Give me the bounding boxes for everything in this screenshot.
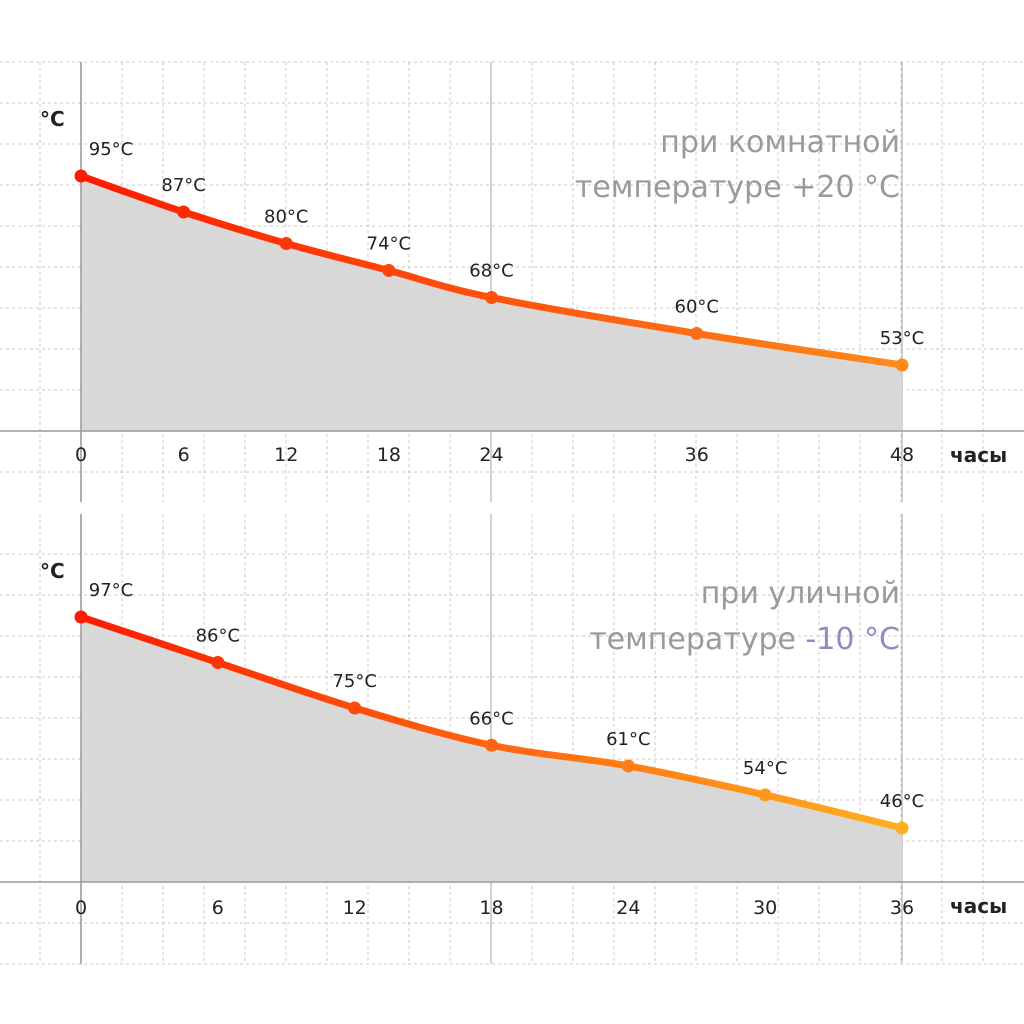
- data-label: 97°C: [89, 580, 133, 601]
- data-point: [74, 610, 88, 624]
- data-point: [211, 656, 225, 670]
- data-label: 86°C: [196, 626, 240, 647]
- y-axis-unit: °C: [40, 559, 65, 583]
- caption-line-2: температуре -10 °C: [589, 622, 900, 657]
- data-point: [895, 358, 909, 372]
- data-label: 74°C: [367, 234, 411, 255]
- x-tick-label: 18: [377, 444, 401, 466]
- chart-room-temperature: 0 6 12 18 24 36 48 95°C 87°C 80°C 74°C 68°C 60°C 53°…: [0, 61, 1024, 502]
- x-tick-label: 24: [479, 444, 503, 466]
- x-axis-label: часы: [950, 894, 1007, 918]
- x-tick-label: 24: [616, 897, 640, 919]
- data-label: 95°C: [89, 139, 133, 160]
- x-tick-label: 6: [178, 444, 190, 466]
- data-point: [382, 264, 396, 277]
- data-point: [74, 169, 88, 183]
- data-point: [177, 205, 191, 219]
- data-point: [485, 738, 498, 752]
- data-point: [690, 327, 704, 340]
- x-tick-label: 0: [75, 897, 87, 919]
- data-point: [279, 237, 293, 250]
- caption-line-1: при комнатной: [660, 125, 900, 160]
- x-tick-label: 48: [890, 444, 914, 466]
- caption-accent-value: -10 °C: [806, 622, 900, 657]
- x-tick-label: 18: [479, 897, 503, 919]
- data-label: 54°C: [743, 758, 787, 779]
- data-label: 60°C: [675, 297, 719, 318]
- data-point: [485, 291, 498, 304]
- caption-text: температуре: [589, 622, 805, 657]
- data-point: [758, 788, 772, 802]
- caption-line-1: при уличной: [701, 576, 900, 611]
- x-tick-label: 6: [212, 897, 224, 919]
- chart-outdoor-temperature: 0 6 12 18 24 30 36 97°C 86°C 75°C 66°C 61°C 54°C 46°…: [0, 514, 1024, 965]
- x-tick-label: 0: [75, 444, 87, 466]
- data-label: 87°C: [161, 175, 205, 196]
- data-label: 75°C: [332, 671, 376, 692]
- y-axis-unit: °C: [40, 107, 65, 131]
- data-label: 46°C: [880, 791, 924, 812]
- x-axis-label: часы: [950, 443, 1007, 467]
- data-label: 53°C: [880, 328, 924, 349]
- data-label: 80°C: [264, 207, 308, 228]
- caption-line-2: температуре +20 °C: [575, 170, 900, 205]
- data-label: 61°C: [606, 729, 650, 750]
- x-tick-label: 12: [343, 897, 367, 919]
- x-tick-label: 12: [274, 444, 298, 466]
- data-label: 68°C: [469, 261, 513, 282]
- data-point: [895, 821, 909, 835]
- data-label: 66°C: [469, 708, 513, 729]
- x-tick-label: 30: [753, 897, 777, 919]
- data-point: [348, 701, 362, 715]
- data-point: [621, 759, 635, 773]
- x-tick-label: 36: [890, 897, 914, 919]
- x-tick-label: 36: [685, 444, 709, 466]
